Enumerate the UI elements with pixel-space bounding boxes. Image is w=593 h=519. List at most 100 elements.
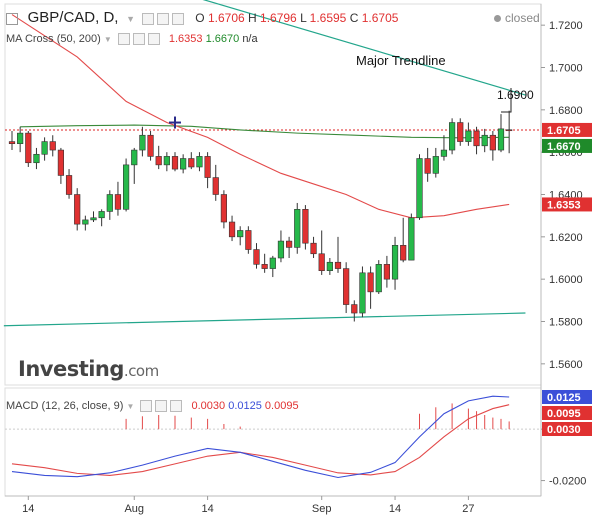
- price-tick-label: 1.5800: [549, 317, 583, 329]
- macd-badge: [542, 390, 592, 404]
- gear-icon[interactable]: [155, 400, 168, 413]
- candle-body: [147, 134, 154, 157]
- candle-body: [269, 257, 276, 269]
- candle-body: [49, 141, 56, 151]
- close-icon[interactable]: [171, 12, 184, 25]
- brand-suffix: .com: [123, 362, 159, 380]
- macd-indicator-legend: MACD (12, 26, close, 9) ▼ 0.0030 0.0125 …: [6, 400, 299, 413]
- candle-body: [506, 129, 513, 132]
- status-dot-icon: [494, 15, 501, 22]
- candle-body: [74, 194, 81, 225]
- candle-body: [351, 304, 358, 314]
- price-tick-label: 1.6200: [549, 232, 583, 244]
- eye-icon[interactable]: [117, 33, 130, 46]
- price-badge-label: 1.6670: [547, 141, 581, 153]
- candle-body: [285, 240, 293, 248]
- time-tick-label: 14: [201, 503, 213, 515]
- macd-badge-label: 0.0095: [547, 408, 581, 420]
- time-tick-label: 27: [462, 503, 474, 515]
- symbol-label[interactable]: GBP/CAD, D,: [27, 9, 119, 26]
- candle-body: [481, 134, 488, 147]
- investing-logo: Investing.com: [18, 357, 159, 381]
- candle-body: [204, 156, 211, 178]
- candle-body: [57, 149, 64, 176]
- time-tick-label: Sep: [312, 503, 332, 515]
- level-annotation: 1.6900: [497, 88, 534, 102]
- candle-body: [245, 230, 252, 250]
- candle-body: [171, 156, 179, 170]
- candle-body: [98, 211, 105, 219]
- macd-badge: [542, 406, 592, 420]
- eye-icon[interactable]: [140, 400, 153, 413]
- candle-body: [196, 156, 203, 168]
- candle-body: [310, 242, 317, 255]
- menu-icon[interactable]: [6, 12, 18, 25]
- macd-line: [11, 395, 510, 479]
- gear-icon[interactable]: [132, 33, 145, 46]
- price-tick-label: 1.7200: [549, 20, 583, 32]
- candle-body: [408, 217, 415, 261]
- candle-body: [25, 132, 32, 164]
- open-label: O: [195, 11, 205, 25]
- ma200-line: [20, 124, 510, 139]
- candle-body: [65, 175, 73, 195]
- gear-icon[interactable]: [156, 12, 169, 25]
- ma-indicator-label[interactable]: MA Cross (50, 200): [6, 33, 101, 45]
- candle-body: [294, 209, 301, 248]
- candle-body: [114, 194, 122, 210]
- candle-body: [237, 230, 244, 238]
- close-icon[interactable]: [147, 33, 160, 46]
- support-trendline: [3, 312, 526, 327]
- candle-body: [359, 272, 366, 314]
- ma50-line: [11, 14, 510, 219]
- candle-body: [400, 245, 407, 261]
- price-pane-frame: [4, 3, 542, 386]
- high-label: H: [248, 11, 257, 25]
- candle-body: [318, 253, 325, 271]
- open-value: 1.6706: [207, 11, 245, 25]
- candle-body: [163, 156, 170, 166]
- candle-body: [41, 141, 48, 155]
- candle-body: [261, 264, 268, 269]
- candle-body: [391, 245, 399, 280]
- candle-body: [8, 141, 16, 144]
- time-tick-label: 14: [389, 503, 401, 515]
- candle-body: [432, 156, 439, 174]
- close-label: C: [349, 11, 359, 25]
- chevron-down-icon[interactable]: ▼: [126, 402, 135, 411]
- level-callout-line: [501, 87, 512, 113]
- candle-body: [33, 153, 40, 164]
- close-value: 1.6705: [361, 11, 399, 25]
- candle-body: [220, 194, 228, 223]
- candle-body: [424, 158, 431, 174]
- candle-body: [123, 164, 130, 210]
- candle-body: [334, 261, 342, 269]
- candle-body: [489, 134, 496, 151]
- candle-body: [155, 156, 162, 166]
- candle-body: [188, 158, 195, 168]
- eye-icon[interactable]: [141, 12, 154, 25]
- price-badge: [542, 138, 592, 153]
- time-tick-label: 14: [22, 503, 34, 515]
- macd-hist-value: 0.0030: [191, 400, 226, 412]
- chevron-down-icon[interactable]: ▼: [126, 14, 136, 24]
- low-label: L: [300, 11, 307, 25]
- close-icon[interactable]: [170, 400, 183, 413]
- chevron-down-icon[interactable]: ▼: [103, 35, 112, 44]
- macd-indicator-label[interactable]: MACD (12, 26, close, 9): [6, 400, 124, 412]
- price-badge: [542, 197, 592, 212]
- candle-body: [367, 272, 374, 293]
- price-tick-label: 1.5600: [549, 359, 583, 371]
- candle-body: [90, 217, 97, 221]
- candle-body: [457, 122, 464, 142]
- candle-body: [277, 240, 285, 259]
- candle-body: [375, 264, 382, 293]
- price-badge-label: 1.6353: [547, 199, 581, 211]
- price-tick-label: 1.6800: [549, 105, 583, 117]
- trendline-annotation: Major Trendline: [356, 53, 446, 68]
- high-value: 1.6796: [260, 11, 297, 25]
- macd-badge-label: 0.0125: [547, 392, 581, 404]
- candle-body: [139, 134, 146, 151]
- candle-body: [326, 261, 333, 272]
- chart-header: GBP/CAD, D, ▼ O 1.6706 H 1.6796 L 1.6595…: [6, 9, 398, 26]
